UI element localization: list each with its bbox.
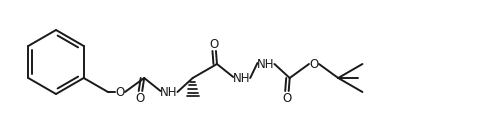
Text: NH: NH — [232, 72, 250, 84]
Text: O: O — [209, 37, 218, 51]
Text: NH: NH — [257, 58, 274, 70]
Text: O: O — [309, 58, 319, 70]
Text: NH: NH — [160, 86, 177, 98]
Text: O: O — [282, 91, 291, 105]
Text: O: O — [136, 91, 145, 105]
Text: O: O — [115, 86, 124, 98]
